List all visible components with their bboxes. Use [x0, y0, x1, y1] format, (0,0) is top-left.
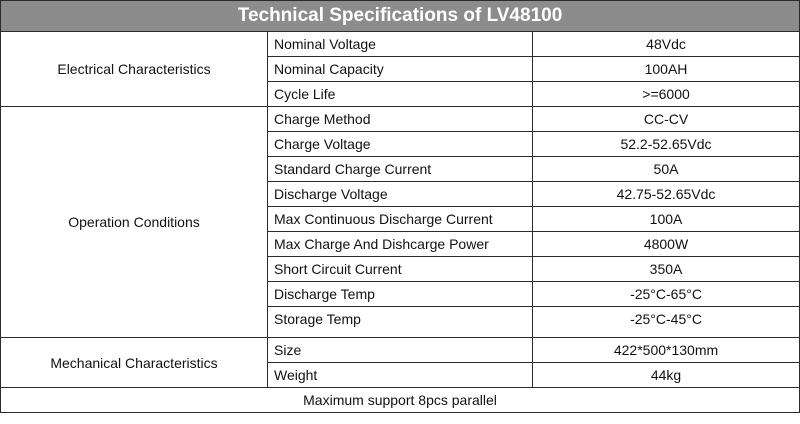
- param-value: 42.75-52.65Vdc: [531, 181, 800, 207]
- param-label: Charge Voltage: [267, 131, 533, 157]
- param-label: Nominal Capacity: [267, 56, 533, 82]
- param-label: Max Charge And Dishcarge Power: [267, 231, 533, 257]
- param-value: CC-CV: [531, 106, 800, 132]
- param-value: 48Vdc: [531, 31, 800, 57]
- table-row: Charge Voltage 52.2-52.65Vdc: [1, 131, 800, 157]
- param-label: Storage Temp: [267, 306, 533, 338]
- param-value: -25°C-45°C: [531, 306, 800, 338]
- param-value: 422*500*130mm: [531, 337, 800, 363]
- param-label: Discharge Voltage: [267, 181, 533, 207]
- param-value: 350A: [531, 256, 800, 282]
- param-label: Weight: [267, 362, 533, 388]
- param-label: Charge Method: [267, 106, 533, 132]
- group-label-operation: Operation Conditions: [0, 106, 268, 338]
- table-row: Cycle Life >=6000: [1, 81, 800, 107]
- group-label-electrical: Electrical Characteristics: [0, 31, 268, 107]
- table-title: Technical Specifications of LV48100: [0, 0, 800, 32]
- table-row: Short Circuit Current 350A: [1, 256, 800, 282]
- table-row: Discharge Temp -25°C-65°C: [1, 281, 800, 307]
- table-row: Mechanical Characteristics Size 422*500*…: [0, 337, 800, 388]
- param-value: 4800W: [531, 231, 800, 257]
- spec-table: Technical Specifications of LV48100 Elec…: [0, 0, 800, 413]
- group-label-mechanical: Mechanical Characteristics: [0, 337, 268, 388]
- param-value: >=6000: [531, 81, 800, 107]
- title-row: Technical Specifications of LV48100: [0, 0, 800, 32]
- param-value: -25°C-65°C: [531, 281, 800, 307]
- param-value: 100A: [531, 206, 800, 232]
- table-row: Max Continuous Discharge Current 100A: [1, 206, 800, 232]
- table-row: Storage Temp -25°C-45°C: [1, 306, 800, 338]
- param-label: Discharge Temp: [267, 281, 533, 307]
- param-value: 50A: [531, 156, 800, 182]
- param-value: 52.2-52.65Vdc: [531, 131, 800, 157]
- table-row: Operation Conditions Charge Method CC-CV: [0, 106, 800, 338]
- footer-row: Maximum support 8pcs parallel: [0, 387, 800, 413]
- param-label: Max Continuous Discharge Current: [267, 206, 533, 232]
- param-value: 44kg: [531, 362, 800, 388]
- param-value: 100AH: [531, 56, 800, 82]
- table-row: Electrical Characteristics Nominal Volta…: [0, 31, 800, 107]
- param-label: Size: [267, 337, 533, 363]
- table-row: Max Charge And Dishcarge Power 4800W: [1, 231, 800, 257]
- footer-note: Maximum support 8pcs parallel: [0, 387, 800, 413]
- param-label: Standard Charge Current: [267, 156, 533, 182]
- param-label: Cycle Life: [267, 81, 533, 107]
- table-row: Nominal Capacity 100AH: [1, 56, 800, 82]
- param-label: Nominal Voltage: [267, 31, 533, 57]
- table-row: Discharge Voltage 42.75-52.65Vdc: [1, 181, 800, 207]
- table-row: Standard Charge Current 50A: [1, 156, 800, 182]
- param-label: Short Circuit Current: [267, 256, 533, 282]
